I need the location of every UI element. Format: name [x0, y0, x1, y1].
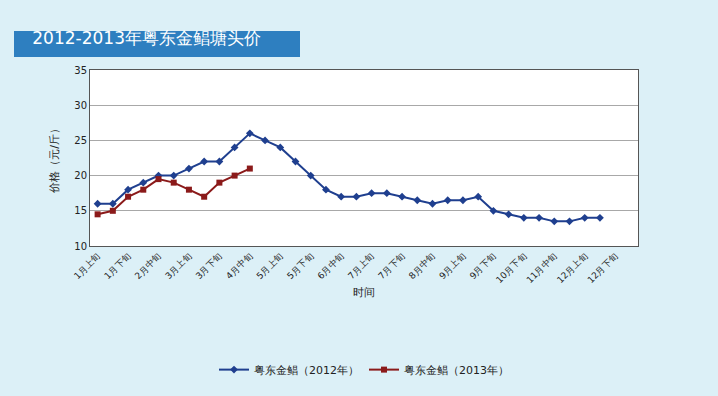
- svg-text:5月上旬: 5月上旬: [255, 251, 285, 281]
- svg-text:12月下旬: 12月下旬: [586, 251, 620, 285]
- svg-text:价格（元/斤）: 价格（元/斤）: [48, 123, 61, 194]
- svg-text:10月下旬: 10月下旬: [494, 251, 528, 285]
- svg-text:9月上旬: 9月上旬: [437, 251, 467, 281]
- svg-text:2月中旬: 2月中旬: [133, 251, 163, 281]
- svg-text:11月中旬: 11月中旬: [525, 251, 559, 285]
- svg-text:3月下旬: 3月下旬: [194, 251, 224, 281]
- svg-text:3月上旬: 3月上旬: [163, 251, 193, 281]
- svg-text:1月下旬: 1月下旬: [102, 251, 132, 281]
- svg-text:7月下旬: 7月下旬: [376, 251, 406, 281]
- svg-text:时间: 时间: [353, 286, 375, 299]
- svg-text:9月下旬: 9月下旬: [468, 251, 498, 281]
- svg-text:粤东金鲳（2012年）: 粤东金鲳（2012年）: [254, 364, 359, 377]
- svg-text:25: 25: [74, 135, 87, 146]
- svg-text:5月下旬: 5月下旬: [285, 251, 315, 281]
- svg-text:30: 30: [74, 100, 87, 111]
- svg-text:8月中旬: 8月中旬: [407, 251, 437, 281]
- svg-text:4月中旬: 4月中旬: [224, 251, 254, 281]
- svg-text:6月中旬: 6月中旬: [316, 251, 346, 281]
- svg-text:粤东金鲳（2013年）: 粤东金鲳（2013年）: [404, 364, 509, 377]
- svg-text:2012-2013年粤东金鲳塘头价: 2012-2013年粤东金鲳塘头价: [32, 28, 261, 48]
- svg-text:15: 15: [74, 205, 87, 216]
- svg-text:7月上旬: 7月上旬: [346, 251, 376, 281]
- svg-text:20: 20: [74, 170, 87, 181]
- svg-text:35: 35: [74, 65, 87, 76]
- svg-text:12月上旬: 12月上旬: [555, 251, 589, 285]
- svg-text:1月上旬: 1月上旬: [72, 251, 102, 281]
- svg-text:10: 10: [74, 241, 87, 252]
